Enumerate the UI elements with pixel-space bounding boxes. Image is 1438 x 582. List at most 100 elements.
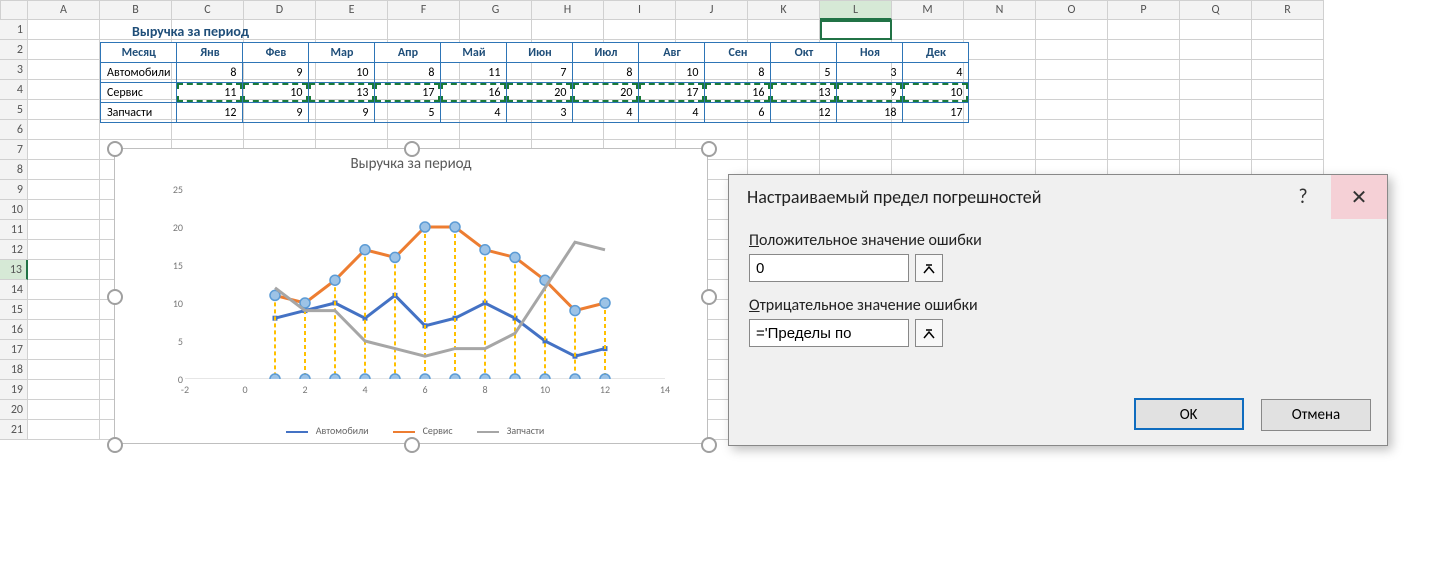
table-header-cell[interactable]: Сен	[705, 43, 771, 63]
cell[interactable]	[1180, 40, 1252, 60]
cell[interactable]	[820, 140, 892, 160]
table-cell[interactable]: 5	[771, 63, 837, 83]
cell[interactable]	[1108, 60, 1180, 80]
dialog-help-button[interactable]: ?	[1275, 175, 1331, 219]
cell[interactable]	[28, 100, 100, 120]
cell[interactable]	[28, 420, 100, 440]
row-header[interactable]: 14	[0, 280, 28, 300]
row-header[interactable]: 18	[0, 360, 28, 380]
table-row-header[interactable]: Автомобили	[101, 63, 177, 83]
selection-handle[interactable]	[107, 141, 123, 157]
cell[interactable]	[28, 60, 100, 80]
table-header-cell[interactable]: Мар	[309, 43, 375, 63]
cell[interactable]	[1252, 120, 1324, 140]
table-header-cell[interactable]: Июл	[573, 43, 639, 63]
table-cell[interactable]: 10	[243, 83, 309, 103]
column-header[interactable]: K	[748, 0, 820, 20]
table-cell[interactable]: 4	[573, 103, 639, 123]
cell[interactable]	[820, 120, 892, 140]
data-table[interactable]: МесяцЯнвФевМарАпрМайИюнИюлАвгСенОктНояДе…	[100, 42, 969, 123]
negative-range-selector-button[interactable]	[915, 319, 943, 347]
row-header[interactable]: 16	[0, 320, 28, 340]
cell[interactable]	[28, 20, 100, 40]
table-cell[interactable]: 7	[507, 63, 573, 83]
cell[interactable]	[964, 40, 1036, 60]
column-header[interactable]: P	[1108, 0, 1180, 20]
cancel-button[interactable]: Отмена	[1261, 399, 1371, 431]
row-header[interactable]: 21	[0, 420, 28, 440]
row-header[interactable]: 11	[0, 220, 28, 240]
row-header[interactable]: 15	[0, 300, 28, 320]
table-cell[interactable]: 9	[243, 63, 309, 83]
table-cell[interactable]: 6	[705, 103, 771, 123]
table-cell[interactable]: 10	[639, 63, 705, 83]
cell[interactable]	[1180, 60, 1252, 80]
cell[interactable]	[1252, 80, 1324, 100]
cell[interactable]	[964, 100, 1036, 120]
cell[interactable]	[28, 380, 100, 400]
row-header[interactable]: 13	[0, 260, 28, 280]
table-cell[interactable]: 5	[375, 103, 441, 123]
cell[interactable]	[892, 120, 964, 140]
row-header[interactable]: 1	[0, 20, 28, 40]
cell[interactable]	[1036, 20, 1108, 40]
ok-button[interactable]: OK	[1134, 398, 1244, 430]
cell[interactable]	[964, 140, 1036, 160]
cell[interactable]	[28, 220, 100, 240]
column-header[interactable]: B	[100, 0, 172, 20]
table-cell[interactable]: 8	[573, 63, 639, 83]
cell[interactable]	[1036, 60, 1108, 80]
selection-handle[interactable]	[701, 437, 717, 453]
table-cell[interactable]: 18	[837, 103, 903, 123]
column-header[interactable]: H	[532, 0, 604, 20]
dialog-close-button[interactable]: ✕	[1331, 175, 1387, 219]
table-cell[interactable]: 12	[771, 103, 837, 123]
table-cell[interactable]: 11	[441, 63, 507, 83]
table-header-cell[interactable]: Май	[441, 43, 507, 63]
cell[interactable]	[1108, 40, 1180, 60]
cell[interactable]	[28, 240, 100, 260]
table-cell[interactable]: 16	[441, 83, 507, 103]
table-cell[interactable]: 12	[177, 103, 243, 123]
table-cell[interactable]: 10	[903, 83, 969, 103]
column-header[interactable]: C	[172, 0, 244, 20]
column-header[interactable]: O	[1036, 0, 1108, 20]
column-header[interactable]: R	[1252, 0, 1324, 20]
row-header[interactable]: 5	[0, 100, 28, 120]
row-header[interactable]: 12	[0, 240, 28, 260]
cell[interactable]	[28, 140, 100, 160]
table-cell[interactable]: 17	[375, 83, 441, 103]
row-header[interactable]: 6	[0, 120, 28, 140]
table-cell[interactable]: 10	[309, 63, 375, 83]
cell[interactable]	[964, 80, 1036, 100]
cell[interactable]	[676, 120, 748, 140]
cell[interactable]	[1036, 80, 1108, 100]
column-header[interactable]: F	[388, 0, 460, 20]
selection-handle[interactable]	[404, 141, 420, 157]
table-cell[interactable]: 17	[903, 103, 969, 123]
selection-handle[interactable]	[107, 437, 123, 453]
cell[interactable]	[1036, 140, 1108, 160]
cell[interactable]	[604, 120, 676, 140]
table-cell[interactable]: 4	[441, 103, 507, 123]
cell[interactable]	[1036, 120, 1108, 140]
table-cell[interactable]: 11	[177, 83, 243, 103]
column-header[interactable]: J	[676, 0, 748, 20]
cell[interactable]	[1108, 140, 1180, 160]
cell[interactable]	[28, 300, 100, 320]
column-header[interactable]: N	[964, 0, 1036, 20]
cell[interactable]	[1252, 100, 1324, 120]
table-cell[interactable]: 4	[903, 63, 969, 83]
cell[interactable]	[1036, 40, 1108, 60]
table-cell[interactable]: 16	[705, 83, 771, 103]
cell[interactable]	[28, 400, 100, 420]
cell[interactable]	[1252, 60, 1324, 80]
column-header[interactable]: E	[316, 0, 388, 20]
table-cell[interactable]: 20	[507, 83, 573, 103]
cell[interactable]	[28, 340, 100, 360]
table-header-cell[interactable]: Фев	[243, 43, 309, 63]
cell[interactable]	[532, 120, 604, 140]
table-header-cell[interactable]: Окт	[771, 43, 837, 63]
selection-handle[interactable]	[701, 141, 717, 157]
table-header-cell[interactable]: Дек	[903, 43, 969, 63]
